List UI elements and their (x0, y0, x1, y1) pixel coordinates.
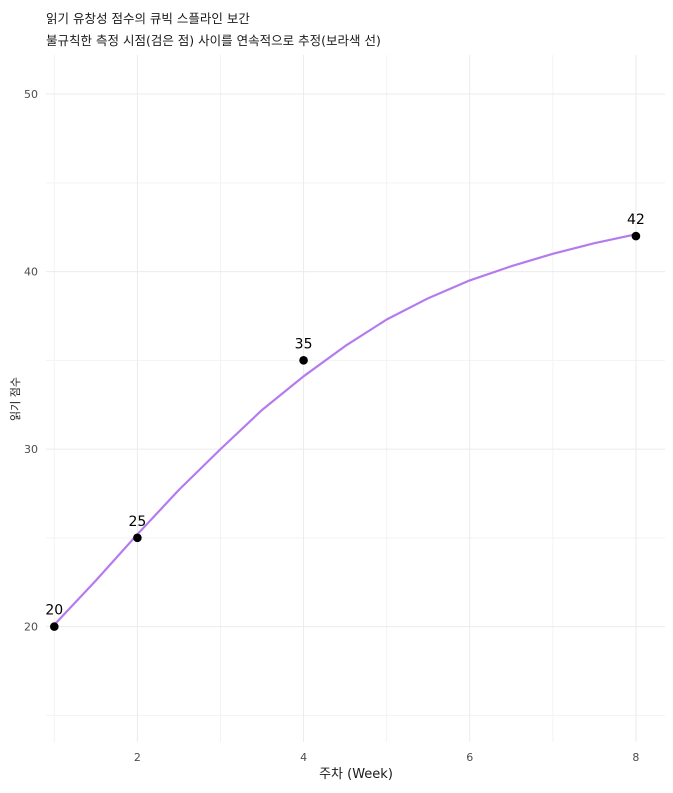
data-point (133, 533, 142, 543)
data-label: 20 (45, 603, 63, 619)
data-point (50, 622, 59, 631)
y-tick-label: 50 (24, 88, 38, 101)
x-tick-label: 6 (466, 751, 473, 764)
y-tick-label: 30 (24, 443, 38, 456)
chart-subtitle: 불규칙한 측정 시점(검은 점) 사이를 연속적으로 추정(보라색 선) (46, 33, 381, 48)
data-labels-layer: 20 25 35 42 (45, 212, 644, 619)
spline-layer (53, 233, 637, 626)
y-tick-label: 40 (24, 266, 38, 279)
x-tick-label: 4 (300, 751, 307, 764)
y-axis-label: 읽기 점수 (9, 377, 22, 421)
y-axis-ticks: 20 30 40 50 (24, 88, 38, 634)
data-label: 25 (128, 514, 146, 530)
data-label: 42 (627, 212, 645, 228)
x-tick-label: 8 (632, 751, 639, 764)
chart-title: 읽기 유창성 점수의 큐빅 스플라인 보간 (46, 11, 250, 26)
y-tick-label: 20 (24, 621, 38, 634)
x-axis-ticks: 2 4 6 8 (134, 751, 640, 764)
grid (46, 55, 665, 742)
data-label: 35 (295, 336, 313, 352)
data-point (631, 231, 641, 241)
x-tick-label: 2 (134, 751, 141, 764)
x-axis-label: 주차 (Week) (319, 767, 393, 782)
points-layer (50, 231, 641, 631)
data-point (299, 356, 308, 365)
spline-line (53, 233, 637, 626)
